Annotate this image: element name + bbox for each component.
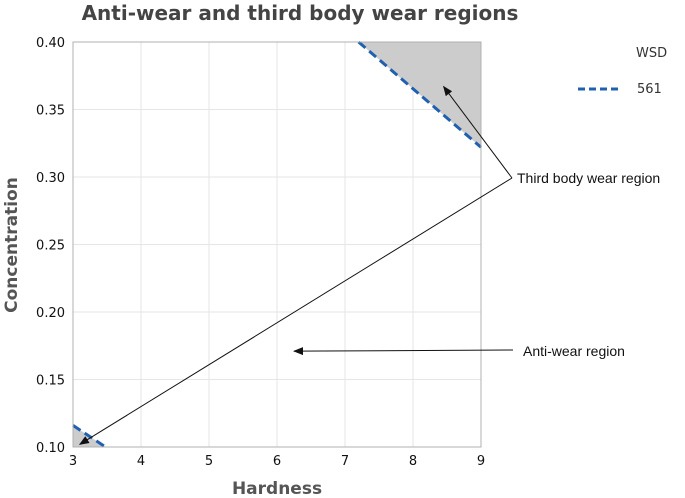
y-tick-label: 0.30 — [36, 171, 65, 186]
x-axis-label: Hardness — [232, 479, 322, 498]
x-tick-label: 3 — [69, 454, 77, 469]
y-axis-label: Concentration — [2, 177, 22, 313]
legend-label-561: 561 — [637, 82, 662, 97]
annotation-arrow — [443, 85, 513, 179]
annotation-arrow — [293, 347, 514, 356]
grid — [72, 41, 482, 448]
shaded-region — [358, 42, 481, 148]
x-tick-label: 8 — [409, 454, 417, 469]
y-tick-label: 0.15 — [36, 374, 65, 389]
y-tick-label: 0.20 — [36, 306, 65, 321]
annotation-third-body-wear: Third body wear region — [517, 170, 660, 186]
x-tick-label: 5 — [205, 454, 213, 469]
legend: WSD 561 — [578, 46, 667, 97]
y-tick-label: 0.35 — [36, 104, 65, 119]
y-tick-label: 0.10 — [36, 441, 65, 456]
y-tick-labels: 0.10 0.15 0.20 0.25 0.30 0.35 0.40 — [36, 36, 65, 456]
y-tick-label: 0.40 — [36, 36, 65, 51]
annotation-arrows — [78, 85, 514, 445]
x-tick-label: 4 — [137, 454, 145, 469]
series-line-561 — [357, 40, 482, 149]
y-tick-label: 0.25 — [36, 239, 65, 254]
annotation-anti-wear: Anti-wear region — [523, 343, 625, 359]
legend-title: WSD — [636, 46, 667, 61]
plot-frame — [72, 41, 482, 448]
chart-title: Anti-wear and third body wear regions — [82, 1, 519, 25]
x-tick-label: 9 — [477, 454, 485, 469]
x-tick-labels: 3 4 5 6 7 8 9 — [69, 454, 485, 469]
x-tick-label: 6 — [273, 454, 281, 469]
x-tick-label: 7 — [341, 454, 349, 469]
annotation-arrow — [78, 177, 513, 445]
